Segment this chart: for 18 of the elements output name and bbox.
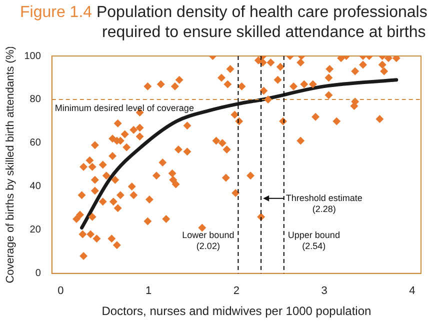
x-axis-title: Doctors, nurses and midwives per 1000 population — [102, 304, 372, 318]
ref-line-label: Threshold estimate (2.28) — [286, 192, 362, 214]
x-tick-label: 0 — [58, 285, 64, 298]
y-tick-label: 40 — [30, 181, 42, 192]
y-axis-title: Coverage of births by skilled birth attendants (%) — [4, 46, 17, 284]
ref-line-label: Lower bound (2.02) — [182, 230, 234, 251]
x-tick-label: 2 — [233, 285, 240, 298]
y-tick-label: 20 — [30, 224, 42, 236]
x-tick-label: 3 — [321, 285, 328, 298]
y-tick-label: 0 — [35, 268, 42, 280]
x-tick-label: 4 — [409, 285, 416, 298]
y-tick-label: 80 — [30, 94, 42, 106]
ref-line-label: Minimum desired level of coverage — [54, 102, 194, 113]
y-tick-label: 100 — [24, 50, 42, 62]
ref-line-label: Upper bound (2.54) — [288, 230, 340, 251]
x-tick-label: 1 — [145, 285, 152, 298]
chart-title: Figure 1.4 Population density of health care professionals required to ensure skilled attendance at births — [20, 3, 428, 43]
y-tick-label: 60 — [30, 138, 42, 149]
